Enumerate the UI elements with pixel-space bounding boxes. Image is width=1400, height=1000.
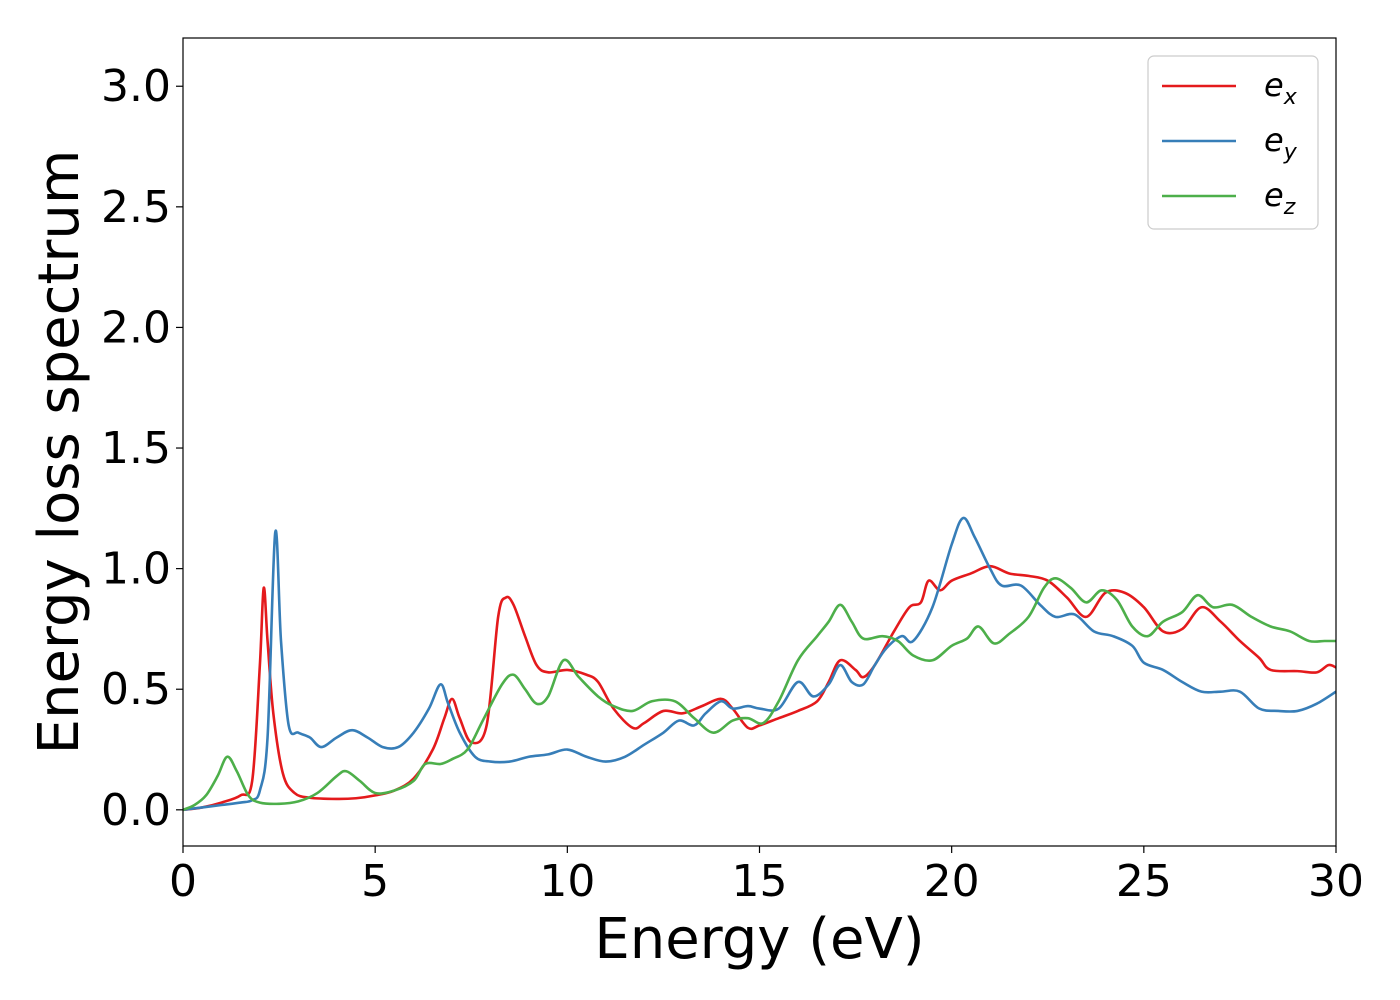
y-tick-label: 3.0 — [101, 61, 171, 112]
y-tick-label: 1.5 — [101, 423, 171, 474]
x-axis-ticks: 0 5 10 15 20 25 30 — [169, 846, 1364, 907]
y-tick-label: 0.0 — [101, 785, 171, 836]
series-line-e-y — [183, 516, 1336, 812]
x-tick-label: 20 — [924, 856, 980, 907]
y-tick-label: 2.5 — [101, 182, 171, 233]
series-line-e-x — [183, 564, 1336, 812]
x-tick-label: 5 — [361, 856, 389, 907]
legend-label-e-y: ey — [1264, 121, 1298, 165]
series-line-e-z — [183, 576, 1336, 812]
y-axis-ticks: 0.0 0.5 1.0 1.5 2.0 2.5 3.0 — [101, 61, 183, 836]
x-tick-label: 0 — [169, 856, 197, 907]
y-tick-label: 1.0 — [101, 544, 171, 595]
legend-box — [1147, 55, 1319, 230]
x-tick-label: 30 — [1308, 856, 1364, 907]
legend-label-e-z: ez — [1264, 176, 1296, 220]
x-axis-label: Energy (eV) — [594, 907, 924, 972]
y-axis-label: Energy loss spectrum — [27, 150, 92, 755]
x-tick-label: 25 — [1116, 856, 1172, 907]
x-tick-label: 15 — [732, 856, 788, 907]
legend: ex ey ez — [1147, 55, 1319, 230]
legend-label-e-x: ex — [1264, 66, 1298, 110]
x-tick-label: 10 — [539, 856, 595, 907]
y-tick-label: 2.0 — [101, 302, 171, 353]
y-tick-label: 0.5 — [101, 664, 171, 715]
series-layer — [183, 516, 1336, 812]
